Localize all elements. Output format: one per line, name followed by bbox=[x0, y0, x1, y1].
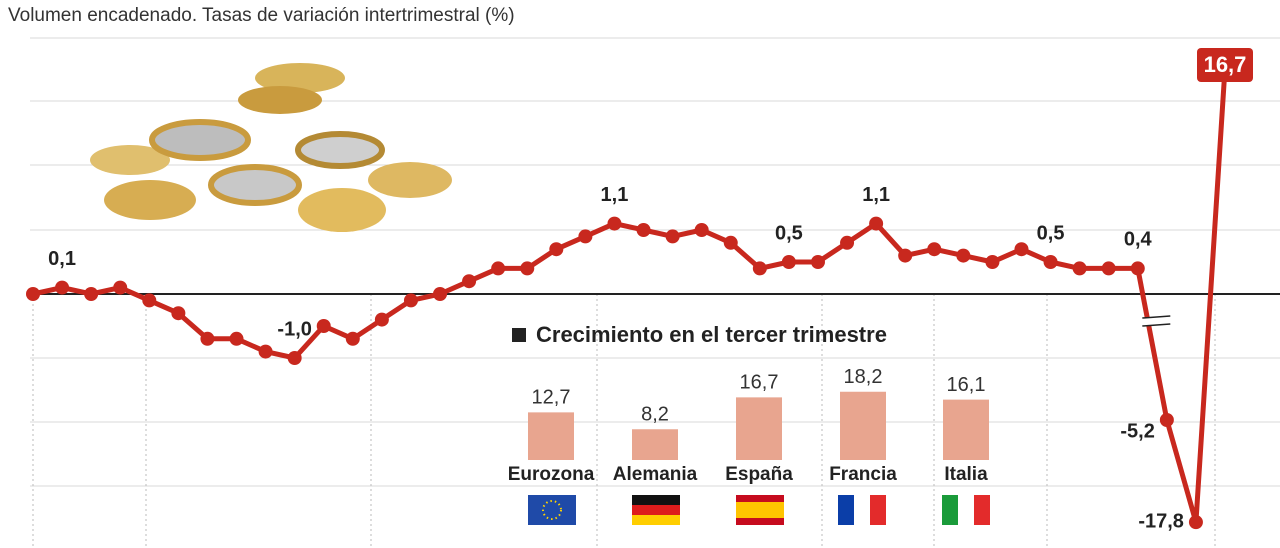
point bbox=[898, 248, 913, 263]
point bbox=[578, 229, 593, 244]
point bbox=[840, 235, 855, 250]
point bbox=[927, 242, 942, 257]
point bbox=[374, 312, 389, 327]
bar-label: 8,2 bbox=[641, 404, 669, 426]
bar-label: 12,7 bbox=[532, 387, 571, 409]
point bbox=[229, 331, 244, 346]
bar-label: 16,1 bbox=[947, 374, 986, 396]
title-square bbox=[512, 328, 526, 342]
point bbox=[433, 287, 448, 301]
category-label: Italia bbox=[944, 464, 988, 485]
data-label: 1,1 bbox=[601, 184, 629, 206]
point bbox=[549, 242, 564, 257]
point bbox=[316, 319, 331, 333]
category-label: Eurozona bbox=[508, 464, 595, 485]
bar-label: 18,2 bbox=[844, 366, 883, 388]
bar bbox=[840, 391, 886, 460]
inset: Crecimiento en el tercer trimestre 12,7 E… bbox=[508, 322, 990, 525]
data-label: -1,0 bbox=[277, 318, 311, 340]
data-label: 16,7 bbox=[1204, 52, 1247, 77]
bar bbox=[528, 412, 574, 460]
point bbox=[869, 216, 884, 231]
axis-break bbox=[1142, 318, 1171, 326]
flags bbox=[528, 495, 990, 525]
point bbox=[113, 280, 128, 295]
point bbox=[607, 216, 622, 231]
axis-break bbox=[1142, 315, 1171, 319]
inset-title: Crecimiento en el tercer trimestre bbox=[536, 322, 887, 347]
point bbox=[1130, 261, 1145, 276]
point bbox=[462, 274, 477, 289]
point bbox=[520, 261, 535, 276]
point bbox=[752, 261, 767, 276]
line-layer: 0,1 -1,0 1,1 0,5 1,1 0,5 0,4 -5,2 -17,8 16,7 bbox=[26, 48, 1253, 532]
point bbox=[1159, 413, 1174, 427]
point bbox=[403, 293, 418, 308]
point bbox=[665, 229, 680, 244]
coins bbox=[90, 63, 452, 232]
point bbox=[985, 255, 1000, 269]
point bbox=[287, 351, 302, 365]
point bbox=[171, 306, 186, 321]
bar bbox=[632, 429, 678, 460]
category-label: España bbox=[725, 464, 793, 485]
data-label: 0,5 bbox=[775, 222, 803, 244]
point bbox=[142, 293, 157, 308]
point bbox=[1188, 515, 1203, 530]
bar bbox=[943, 399, 989, 460]
point bbox=[200, 331, 215, 346]
point bbox=[26, 287, 40, 301]
point bbox=[491, 261, 506, 276]
point bbox=[956, 248, 971, 263]
point bbox=[55, 280, 70, 295]
data-label: -5,2 bbox=[1120, 420, 1154, 442]
point bbox=[781, 255, 796, 269]
data-label: 0,1 bbox=[48, 248, 76, 270]
category-label: Alemania bbox=[613, 464, 698, 485]
axis-break bbox=[1142, 323, 1171, 327]
data-label: 1,1 bbox=[862, 184, 890, 206]
point bbox=[636, 223, 651, 237]
data-label: 0,5 bbox=[1037, 222, 1065, 244]
point bbox=[1043, 255, 1058, 269]
subtitle: Volumen encadenado. Tasas de variación i… bbox=[8, 5, 515, 26]
point bbox=[345, 331, 360, 346]
label-box bbox=[1197, 48, 1253, 82]
bar-label: 16,7 bbox=[740, 372, 779, 394]
bar bbox=[736, 397, 782, 460]
point bbox=[810, 255, 825, 269]
point bbox=[1072, 261, 1087, 276]
point bbox=[694, 223, 709, 237]
category-label: Francia bbox=[829, 464, 897, 485]
point bbox=[723, 235, 738, 250]
data-label: -17,8 bbox=[1138, 510, 1184, 532]
point bbox=[258, 344, 273, 359]
data-label: 0,4 bbox=[1124, 229, 1153, 251]
point bbox=[1014, 242, 1029, 257]
point bbox=[1101, 261, 1116, 276]
point bbox=[84, 287, 99, 301]
